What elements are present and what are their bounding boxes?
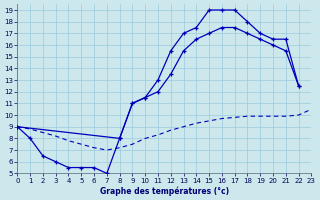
- X-axis label: Graphe des températures (°c): Graphe des températures (°c): [100, 186, 229, 196]
